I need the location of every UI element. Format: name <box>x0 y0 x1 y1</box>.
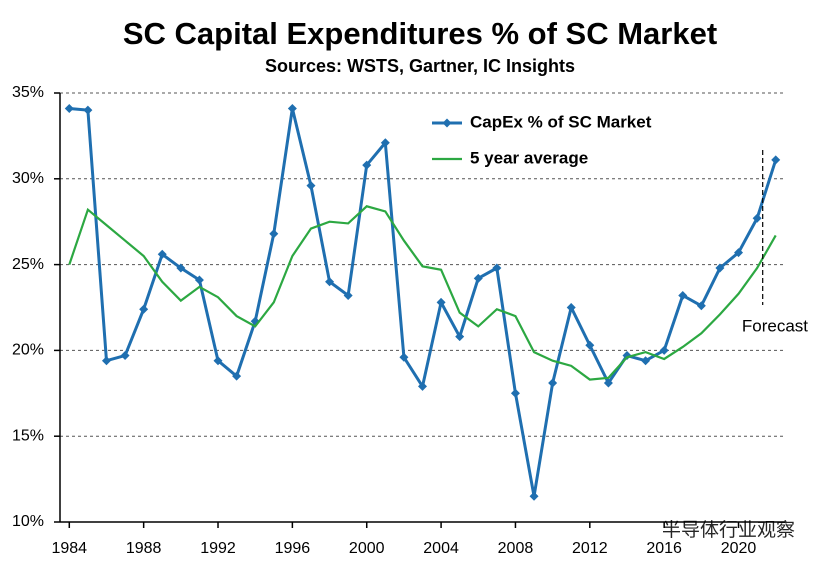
y-tick-label: 10% <box>12 513 44 530</box>
x-tick-label: 2000 <box>349 540 385 557</box>
data-point <box>380 138 390 148</box>
data-point <box>83 105 93 115</box>
data-point <box>343 290 353 300</box>
data-point <box>436 297 446 307</box>
series-line <box>68 205 777 381</box>
x-tick-label: 1992 <box>200 540 236 557</box>
data-point <box>734 248 744 258</box>
x-tick-label: 2004 <box>423 540 459 557</box>
data-point <box>287 103 297 113</box>
x-tick-label: 2008 <box>498 540 534 557</box>
x-tick-label: 2016 <box>646 540 682 557</box>
data-point <box>641 356 651 366</box>
data-point <box>325 277 335 287</box>
data-point <box>548 378 558 388</box>
data-point <box>362 160 372 170</box>
data-point <box>492 263 502 273</box>
data-point <box>771 155 781 165</box>
x-tick-label: 1988 <box>126 540 162 557</box>
data-point <box>585 340 595 350</box>
y-tick-label: 20% <box>12 342 44 359</box>
data-point <box>473 273 483 283</box>
x-tick-label: 2012 <box>572 540 608 557</box>
data-point <box>715 263 725 273</box>
data-point <box>120 351 130 361</box>
data-point <box>678 290 688 300</box>
data-point <box>157 249 167 259</box>
data-point <box>696 301 706 311</box>
data-point <box>529 491 539 501</box>
data-point <box>269 229 279 239</box>
data-point <box>213 356 223 366</box>
data-point <box>418 381 427 391</box>
data-point <box>510 388 520 398</box>
y-tick-label: 25% <box>12 256 44 273</box>
data-point <box>101 356 111 366</box>
chart-title: SC Capital Expenditures % of SC Market <box>123 16 717 51</box>
data-point <box>176 263 186 273</box>
data-point <box>194 275 204 285</box>
x-tick-label: 2020 <box>721 540 757 557</box>
data-point <box>455 332 465 342</box>
y-tick-label: 15% <box>12 427 44 444</box>
data-point <box>399 352 409 362</box>
legend-label: 5 year average <box>470 148 588 167</box>
data-point <box>139 304 149 314</box>
legend-marker <box>442 118 452 128</box>
chart-subtitle: Sources: WSTS, Gartner, IC Insights <box>265 56 575 76</box>
watermark: 半导体行业观察 <box>662 519 795 541</box>
x-tick-label: 1984 <box>51 540 87 557</box>
data-point <box>622 351 632 361</box>
forecast-label: Forecast <box>742 316 808 335</box>
data-point <box>566 303 576 312</box>
data-point <box>603 378 613 388</box>
data-point <box>752 213 762 223</box>
series-line <box>69 106 778 497</box>
data-point <box>232 371 242 381</box>
x-tick-label: 1996 <box>275 540 311 557</box>
data-point <box>306 181 316 191</box>
y-tick-label: 30% <box>12 170 44 187</box>
data-point <box>659 345 669 355</box>
legend-label: CapEx % of SC Market <box>470 112 652 131</box>
data-point <box>64 103 74 113</box>
data-point <box>250 316 260 326</box>
y-tick-label: 35% <box>12 84 44 101</box>
